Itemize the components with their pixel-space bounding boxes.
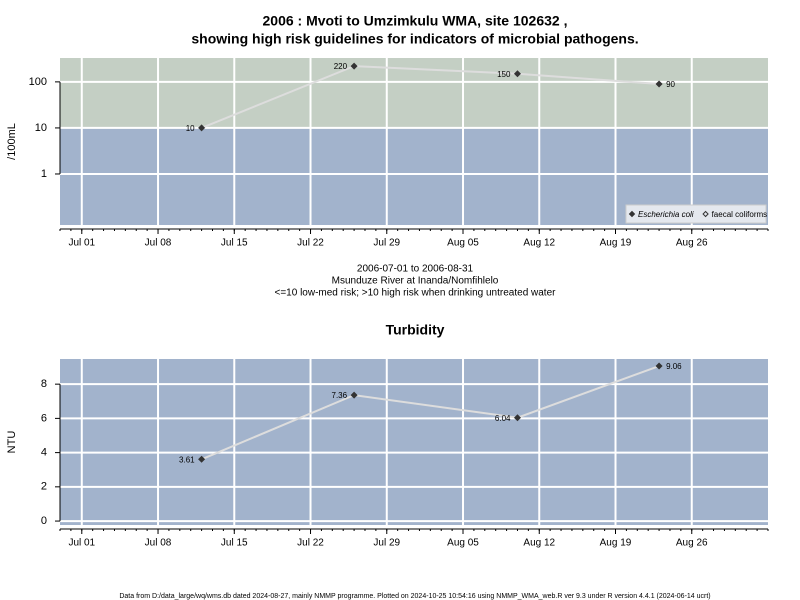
data-point <box>350 391 358 399</box>
y-tick-label: 2 <box>41 481 47 493</box>
x-tick-label: Jul 08 <box>145 538 172 549</box>
y-tick-label: 6 <box>41 412 47 424</box>
x-tick-label: Aug 12 <box>523 538 555 549</box>
y-tick-label: 8 <box>41 378 47 390</box>
x-tick-label: Jul 08 <box>145 238 172 249</box>
data-point <box>655 80 663 88</box>
data-point <box>198 455 206 463</box>
x-tick-label: Aug 19 <box>600 538 632 549</box>
data-label: 9.06 <box>666 362 682 371</box>
data-point <box>350 62 358 70</box>
y-tick-label: 0 <box>41 515 47 527</box>
data-label: 10 <box>186 124 195 133</box>
x-tick-label: Jul 29 <box>373 538 400 549</box>
y-tick-label: 1 <box>41 168 47 180</box>
x-tick-label: Jul 22 <box>297 538 324 549</box>
data-point <box>198 124 206 132</box>
x-tick-label: Aug 05 <box>447 538 479 549</box>
legend-label: faecal coliforms <box>712 210 768 219</box>
y-axis-label: NTU <box>6 431 18 454</box>
x-tick-label: Jul 01 <box>68 238 95 249</box>
x-tick-label: Jul 15 <box>221 538 248 549</box>
x-tick-label: Jul 01 <box>68 538 95 549</box>
data-label: 90 <box>666 80 675 89</box>
x-tick-label: Aug 26 <box>676 538 708 549</box>
chart-title: Turbidity <box>386 322 445 338</box>
data-label: 7.36 <box>332 391 348 400</box>
y-axis-label: /100mL <box>6 123 18 160</box>
x-tick-label: Aug 12 <box>523 238 555 249</box>
plot-background <box>60 359 768 525</box>
x-tick-label: Jul 29 <box>373 238 400 249</box>
x-tick-label: Jul 22 <box>297 238 324 249</box>
legend-marker <box>702 210 709 218</box>
data-point <box>655 362 663 370</box>
note: Msunduze River at Inanda/Nomfihlelo <box>332 276 499 287</box>
y-tick-label: 4 <box>41 447 47 459</box>
data-label: 150 <box>497 70 511 79</box>
x-tick-label: Aug 26 <box>676 238 708 249</box>
chart-title: showing high risk guidelines for indicat… <box>191 31 638 47</box>
x-tick-label: Aug 19 <box>600 238 632 249</box>
legend-label: Escherichia coli <box>638 210 694 219</box>
footer: Data from D:/data_large/wq/wms.db dated … <box>119 593 710 600</box>
y-tick-label: 10 <box>35 122 47 134</box>
data-label: 3.61 <box>179 455 195 464</box>
y-tick-label: 100 <box>29 76 47 88</box>
data-label: 6.04 <box>495 414 511 423</box>
x-tick-label: Aug 05 <box>447 238 479 249</box>
note: 2006-07-01 to 2006-08-31 <box>357 264 474 275</box>
series-line <box>201 65 660 129</box>
data-label: 220 <box>334 62 348 71</box>
data-point <box>513 414 521 422</box>
x-tick-label: Jul 15 <box>221 238 248 249</box>
legend-box <box>625 204 767 224</box>
chart-title: 2006 : Mvoti to Umzimkulu WMA, site 1026… <box>263 13 568 29</box>
data-point <box>513 70 521 78</box>
legend-marker <box>628 210 636 218</box>
note: <=10 low-med risk; >10 high risk when dr… <box>275 288 557 299</box>
series-line <box>201 365 660 461</box>
